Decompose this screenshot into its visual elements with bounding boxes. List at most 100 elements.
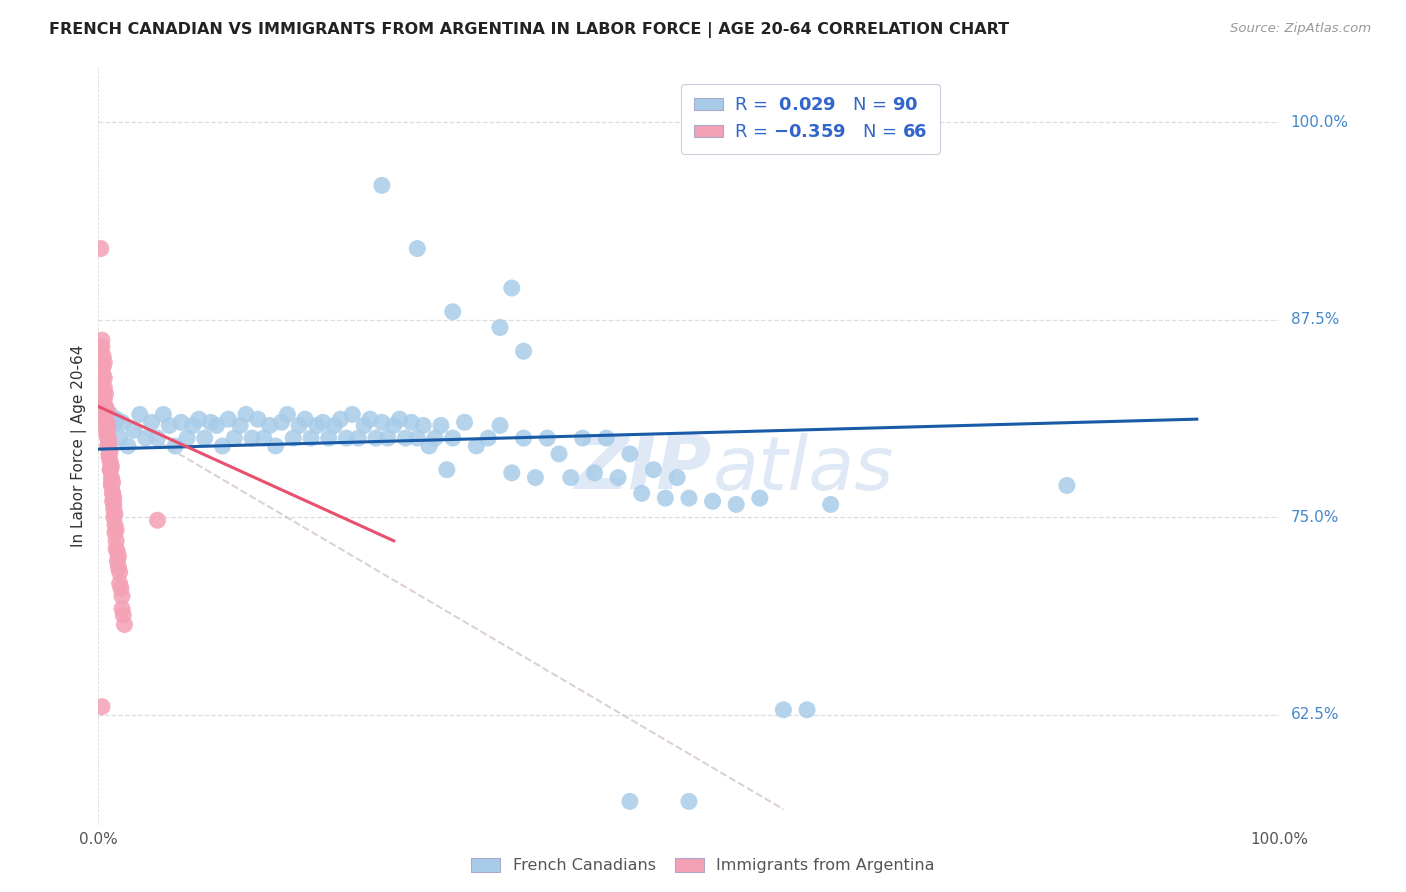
Point — [914, 131, 936, 145]
Point — [235, 408, 257, 422]
Point — [441, 304, 464, 318]
Point — [181, 418, 204, 433]
Point — [772, 703, 794, 717]
Point — [353, 418, 375, 433]
Legend: French Canadians, Immigrants from Argentina: French Canadians, Immigrants from Argent… — [465, 851, 941, 880]
Point — [94, 400, 117, 414]
Point — [146, 513, 169, 527]
Point — [105, 554, 128, 568]
Point — [170, 415, 193, 429]
Point — [103, 491, 125, 505]
Point — [104, 518, 127, 533]
Point — [382, 418, 405, 433]
Point — [98, 434, 121, 449]
Point — [91, 333, 114, 347]
Point — [94, 408, 117, 422]
Point — [111, 415, 134, 429]
Point — [98, 447, 121, 461]
Point — [364, 431, 387, 445]
Point — [200, 415, 222, 429]
Point — [146, 431, 169, 445]
Text: Source: ZipAtlas.com: Source: ZipAtlas.com — [1230, 22, 1371, 36]
Point — [98, 443, 121, 458]
Point — [96, 428, 118, 442]
Point — [91, 371, 114, 385]
Text: atlas: atlas — [713, 433, 894, 505]
Point — [678, 794, 700, 808]
Point — [93, 392, 115, 406]
Point — [112, 607, 135, 622]
Point — [107, 560, 129, 574]
Point — [465, 439, 488, 453]
Point — [401, 415, 423, 429]
Point — [224, 431, 246, 445]
Point — [595, 431, 617, 445]
Point — [394, 431, 416, 445]
Point — [128, 408, 150, 422]
Point — [536, 431, 558, 445]
Point — [101, 494, 124, 508]
Point — [112, 617, 135, 632]
Point — [270, 415, 292, 429]
Point — [217, 412, 239, 426]
Point — [229, 418, 252, 433]
Point — [820, 498, 842, 512]
Y-axis label: In Labor Force | Age 20-64: In Labor Force | Age 20-64 — [72, 345, 87, 547]
Point — [371, 415, 394, 429]
Point — [619, 794, 641, 808]
Point — [110, 581, 132, 595]
Point — [111, 589, 134, 603]
Point — [91, 359, 114, 374]
Point — [371, 178, 394, 193]
Point — [725, 498, 748, 512]
Point — [678, 491, 700, 505]
Point — [91, 384, 114, 398]
Point — [246, 412, 269, 426]
Point — [91, 699, 114, 714]
Point — [453, 415, 475, 429]
Point — [318, 431, 340, 445]
Text: 62.5%: 62.5% — [1291, 707, 1339, 722]
Text: 100.0%: 100.0% — [1291, 115, 1348, 129]
Point — [101, 475, 124, 490]
Text: ZIP: ZIP — [575, 433, 713, 505]
Point — [654, 491, 676, 505]
Point — [323, 418, 346, 433]
Point — [105, 545, 128, 559]
Point — [335, 431, 357, 445]
Point — [583, 466, 606, 480]
Point — [122, 423, 145, 437]
Point — [93, 355, 115, 369]
Point — [97, 439, 120, 453]
Point — [211, 439, 233, 453]
Point — [288, 418, 311, 433]
Point — [108, 576, 131, 591]
Point — [630, 486, 652, 500]
Point — [607, 470, 630, 484]
Point — [97, 418, 120, 433]
Point — [165, 439, 187, 453]
Point — [117, 439, 139, 453]
Point — [283, 431, 305, 445]
Point — [388, 412, 411, 426]
Point — [97, 431, 120, 445]
Point — [93, 380, 115, 394]
Point — [101, 486, 124, 500]
Point — [477, 431, 499, 445]
Point — [91, 396, 114, 410]
Point — [377, 431, 399, 445]
Point — [501, 281, 523, 295]
Point — [157, 418, 180, 433]
Point — [108, 566, 131, 580]
Point — [748, 491, 770, 505]
Point — [176, 431, 198, 445]
Point — [141, 415, 163, 429]
Point — [619, 447, 641, 461]
Point — [91, 368, 114, 382]
Text: 87.5%: 87.5% — [1291, 312, 1339, 327]
Point — [702, 494, 724, 508]
Point — [312, 415, 335, 429]
Point — [103, 510, 125, 524]
Point — [259, 418, 281, 433]
Point — [98, 408, 121, 422]
